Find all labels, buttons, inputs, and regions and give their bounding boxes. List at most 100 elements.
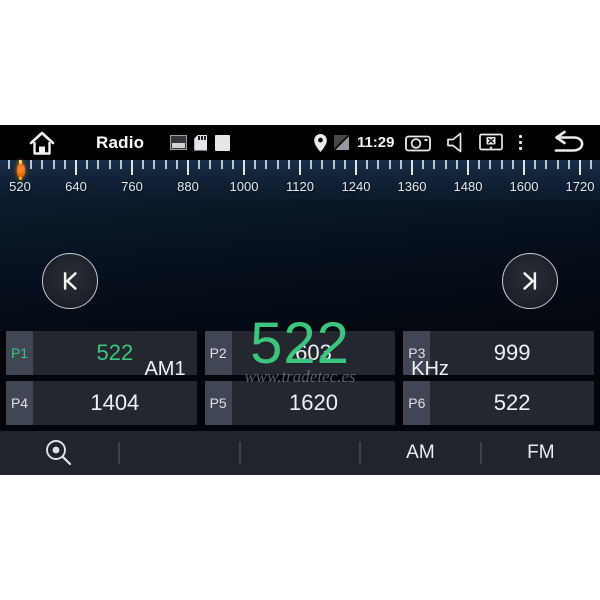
tablet-x-icon <box>478 133 503 152</box>
scale-label: 880 <box>177 179 199 194</box>
scale-tick <box>97 160 100 169</box>
scale-label: 1600 <box>509 179 539 194</box>
scale-tick <box>422 160 425 169</box>
scale-tick <box>388 160 391 169</box>
seek-next-icon <box>517 268 543 294</box>
scale-tick <box>209 160 212 169</box>
preset-value: 1404 <box>90 390 140 415</box>
preset-button-p3[interactable]: P3 999 <box>403 331 594 375</box>
camera-icon <box>404 133 431 152</box>
scale-tick <box>142 160 145 169</box>
scale-tick <box>321 160 324 169</box>
scale-tick <box>355 160 357 175</box>
preset-label: P5 <box>204 381 232 425</box>
scale-label: 760 <box>121 179 143 194</box>
scale-tick <box>75 160 77 175</box>
scale-tick <box>131 160 133 175</box>
preset-value: 522 <box>493 390 531 415</box>
scale-tick <box>444 160 447 169</box>
scale-label: 520 <box>9 179 31 194</box>
scale-tick <box>153 160 156 169</box>
needle-indicator <box>16 164 25 177</box>
preset-label: P6 <box>403 381 431 425</box>
scale-tick <box>220 160 223 169</box>
search-icon <box>43 437 75 469</box>
scale-tick <box>545 160 548 169</box>
scale-tick <box>41 160 44 169</box>
scale-tick <box>399 160 402 169</box>
scale-tick <box>254 160 257 169</box>
scale-label: 1480 <box>453 179 483 194</box>
preset-button-p6[interactable]: P6 522 <box>403 381 594 425</box>
scale-tick <box>332 160 335 169</box>
seek-previous-button[interactable] <box>42 253 98 309</box>
radio-app-screen: Radio 11:29 <box>0 125 600 475</box>
scale-label: 1120 <box>286 179 314 194</box>
scale-tick <box>567 160 570 169</box>
scale-tick <box>500 160 503 169</box>
preset-label: P4 <box>6 381 33 425</box>
seek-next-button[interactable] <box>502 253 558 309</box>
speaker-icon <box>445 132 465 153</box>
preset-label: P2 <box>204 331 232 375</box>
scale-tick <box>310 160 313 169</box>
preset-label: P3 <box>403 331 431 375</box>
frequency-scale[interactable]: 520 640 760 880 1000 1120 1240 1360 1480 1600 1720 <box>0 160 600 200</box>
divider <box>118 442 121 464</box>
no-signal-icon <box>333 135 349 150</box>
frequency-unit-label: KHz <box>411 358 449 380</box>
scale-tick <box>467 160 469 175</box>
scale-tick <box>366 160 369 169</box>
preset-value: 603 <box>295 340 332 365</box>
scale-tick <box>52 160 55 169</box>
preset-value: 522 <box>96 340 134 365</box>
home-button[interactable] <box>28 130 56 156</box>
preset-button-p5[interactable]: P5 1620 <box>204 381 396 425</box>
scale-label: 1720 <box>565 179 595 194</box>
scale-tick <box>489 160 492 169</box>
scale-tick <box>187 160 189 175</box>
scale-tick <box>119 160 122 169</box>
scale-tick <box>86 160 89 169</box>
scale-tick <box>243 160 245 175</box>
scale-tick <box>478 160 481 169</box>
preset-button-p4[interactable]: P4 1404 <box>6 381 197 425</box>
status-bar: Radio 11:29 <box>0 125 600 160</box>
preset-label: P1 <box>6 331 33 375</box>
scale-tick <box>164 160 167 169</box>
divider <box>359 442 362 464</box>
scale-tick <box>455 160 458 169</box>
scale-label: 1000 <box>229 179 259 194</box>
fm-band-button[interactable]: FM <box>482 431 600 475</box>
current-frequency: 522 <box>250 311 350 376</box>
bottom-slot-empty-2 <box>241 431 359 475</box>
scale-tick <box>411 160 413 175</box>
scale-tick <box>433 160 436 169</box>
home-icon <box>28 130 56 156</box>
seek-previous-icon <box>57 268 83 294</box>
status-clock: 11:29 <box>356 134 395 151</box>
preset-grid: P1 522 P2 603 P3 999 P4 1404 P5 1620 P6 … <box>0 331 600 425</box>
scale-tick <box>299 160 301 175</box>
back-button[interactable] <box>546 130 586 156</box>
preset-button-p2[interactable]: P2 603 <box>204 331 396 375</box>
scale-tick <box>30 160 33 169</box>
preset-button-p1[interactable]: P1 522 <box>6 331 197 375</box>
scan-button[interactable] <box>0 431 118 475</box>
preset-value: 1620 <box>289 390 338 415</box>
band-label: AM1 <box>144 358 186 380</box>
gallery-icon <box>170 135 188 150</box>
frequency-display-area: AM1 522 www.tradetec.es KHz <box>0 200 600 386</box>
overflow-menu-button[interactable] <box>518 134 522 151</box>
scale-tick <box>198 160 201 169</box>
scale-tick <box>534 160 537 169</box>
scale-tick <box>276 160 279 169</box>
preset-value: 999 <box>493 340 531 365</box>
scale-tick <box>265 160 268 169</box>
watermark-text: www.tradetec.es <box>244 367 356 386</box>
scale-tick <box>377 160 380 169</box>
divider <box>238 442 241 464</box>
scale-tick <box>175 160 178 169</box>
am-band-button[interactable]: AM <box>361 431 479 475</box>
